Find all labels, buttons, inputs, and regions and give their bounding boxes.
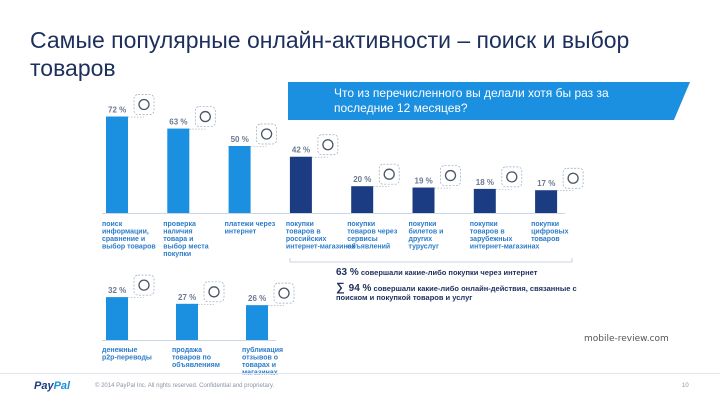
- speech-bubble-icon: [273, 282, 295, 304]
- bar-1-2: [167, 128, 190, 213]
- bar-1-3: [228, 146, 251, 213]
- value-label: 32 %: [108, 286, 126, 295]
- category-label: денежные p2p-переводы: [102, 347, 152, 362]
- cloud-cart-icon: [562, 167, 584, 189]
- fish-cart-icon-glyph: [322, 139, 334, 151]
- category-label: покупки товаров через сервисы объявлений: [347, 221, 398, 251]
- paypal-logo: PayPal: [34, 380, 71, 392]
- category-label: покупки товаров в российских интернет-магаз…: [286, 221, 356, 251]
- money-transfer-icon: [133, 274, 155, 296]
- footer-divider: [0, 373, 720, 374]
- group-bracket: [289, 258, 573, 263]
- value-label: 20 %: [353, 175, 371, 184]
- bar-2-2: [176, 303, 198, 340]
- travel-cart-icon: [440, 165, 461, 186]
- bar-1-8: [535, 190, 558, 213]
- money-transfer-icon-glyph: [138, 279, 150, 291]
- bar-1-7: [473, 188, 496, 213]
- question-banner: Что из перечисленного вы делали хотя бы …: [288, 82, 690, 120]
- stat2-value: 94 %: [348, 283, 372, 294]
- stat1-value: 63 %: [336, 267, 359, 278]
- copyright: © 2014 PayPal Inc. All rights reserved. …: [95, 383, 275, 389]
- sigma-symbol: ∑: [336, 280, 345, 294]
- shop-icon: [194, 106, 216, 127]
- category-label: покупки цифровых товаров: [531, 221, 569, 243]
- category-label: проверка наличия товара и выбор места покупк…: [163, 221, 208, 258]
- bar-2-1: [106, 297, 128, 340]
- watermark: mobile-review.com: [584, 334, 669, 344]
- bar-1-4: [289, 156, 312, 213]
- magnifier-icon-glyph: [138, 98, 150, 111]
- stat-online-purchases: 63 % совершали какие-либо покупки через …: [336, 267, 537, 278]
- sale-tag-icon: [203, 281, 225, 303]
- value-label: 50 %: [231, 135, 249, 144]
- value-label: 63 %: [169, 118, 187, 127]
- page-title: Самые популярные онлайн-активности – пои…: [30, 27, 630, 81]
- value-label: 17 %: [537, 179, 555, 188]
- stat1-text: совершали какие-либо покупки через интер…: [360, 268, 538, 277]
- question-text: Что из перечисленного вы делали хотя бы …: [334, 86, 609, 115]
- category-label: платежи через интернет: [225, 221, 276, 236]
- value-label: 42 %: [292, 146, 310, 155]
- stat2-text: совершали какие-либо онлайн-действия, св…: [336, 284, 577, 302]
- card-payment-icon: [256, 123, 277, 145]
- card-payment-icon-glyph: [260, 128, 273, 140]
- category-label: продажа товаров по объявлениям: [172, 347, 220, 369]
- magnifier-icon: [133, 94, 155, 115]
- buy-tag-icon-glyph: [383, 168, 395, 180]
- fish-cart-icon: [317, 134, 339, 156]
- bar-1-1: [106, 116, 128, 213]
- globe-cart-icon: [501, 166, 523, 188]
- category-label: поиск информации, сравнение и выбор товаров: [102, 221, 156, 251]
- travel-cart-icon-glyph: [444, 169, 457, 182]
- buy-tag-icon: [378, 163, 400, 185]
- value-label: 26 %: [248, 294, 266, 303]
- sale-tag-icon-glyph: [208, 286, 220, 298]
- cloud-cart-icon-glyph: [567, 172, 579, 184]
- value-label: 27 %: [178, 293, 196, 302]
- category-label: покупки билетов и других туруслуг: [409, 221, 444, 251]
- value-label: 72 %: [108, 106, 126, 115]
- value-label: 18 %: [476, 178, 494, 187]
- stat-online-actions: ∑ 94 % совершали какие-либо онлайн-дейст…: [336, 280, 596, 302]
- bar-1-5: [351, 186, 374, 213]
- bar-1-6: [412, 187, 435, 213]
- globe-cart-icon-glyph: [506, 171, 518, 183]
- shop-icon-glyph: [199, 110, 211, 123]
- bar-2-3: [246, 305, 268, 340]
- category-label: покупки товаров в зарубежных интернет-магаз…: [470, 221, 540, 251]
- page-number: 10: [682, 383, 689, 389]
- value-label: 19 %: [415, 177, 433, 186]
- speech-bubble-icon-glyph: [278, 287, 290, 299]
